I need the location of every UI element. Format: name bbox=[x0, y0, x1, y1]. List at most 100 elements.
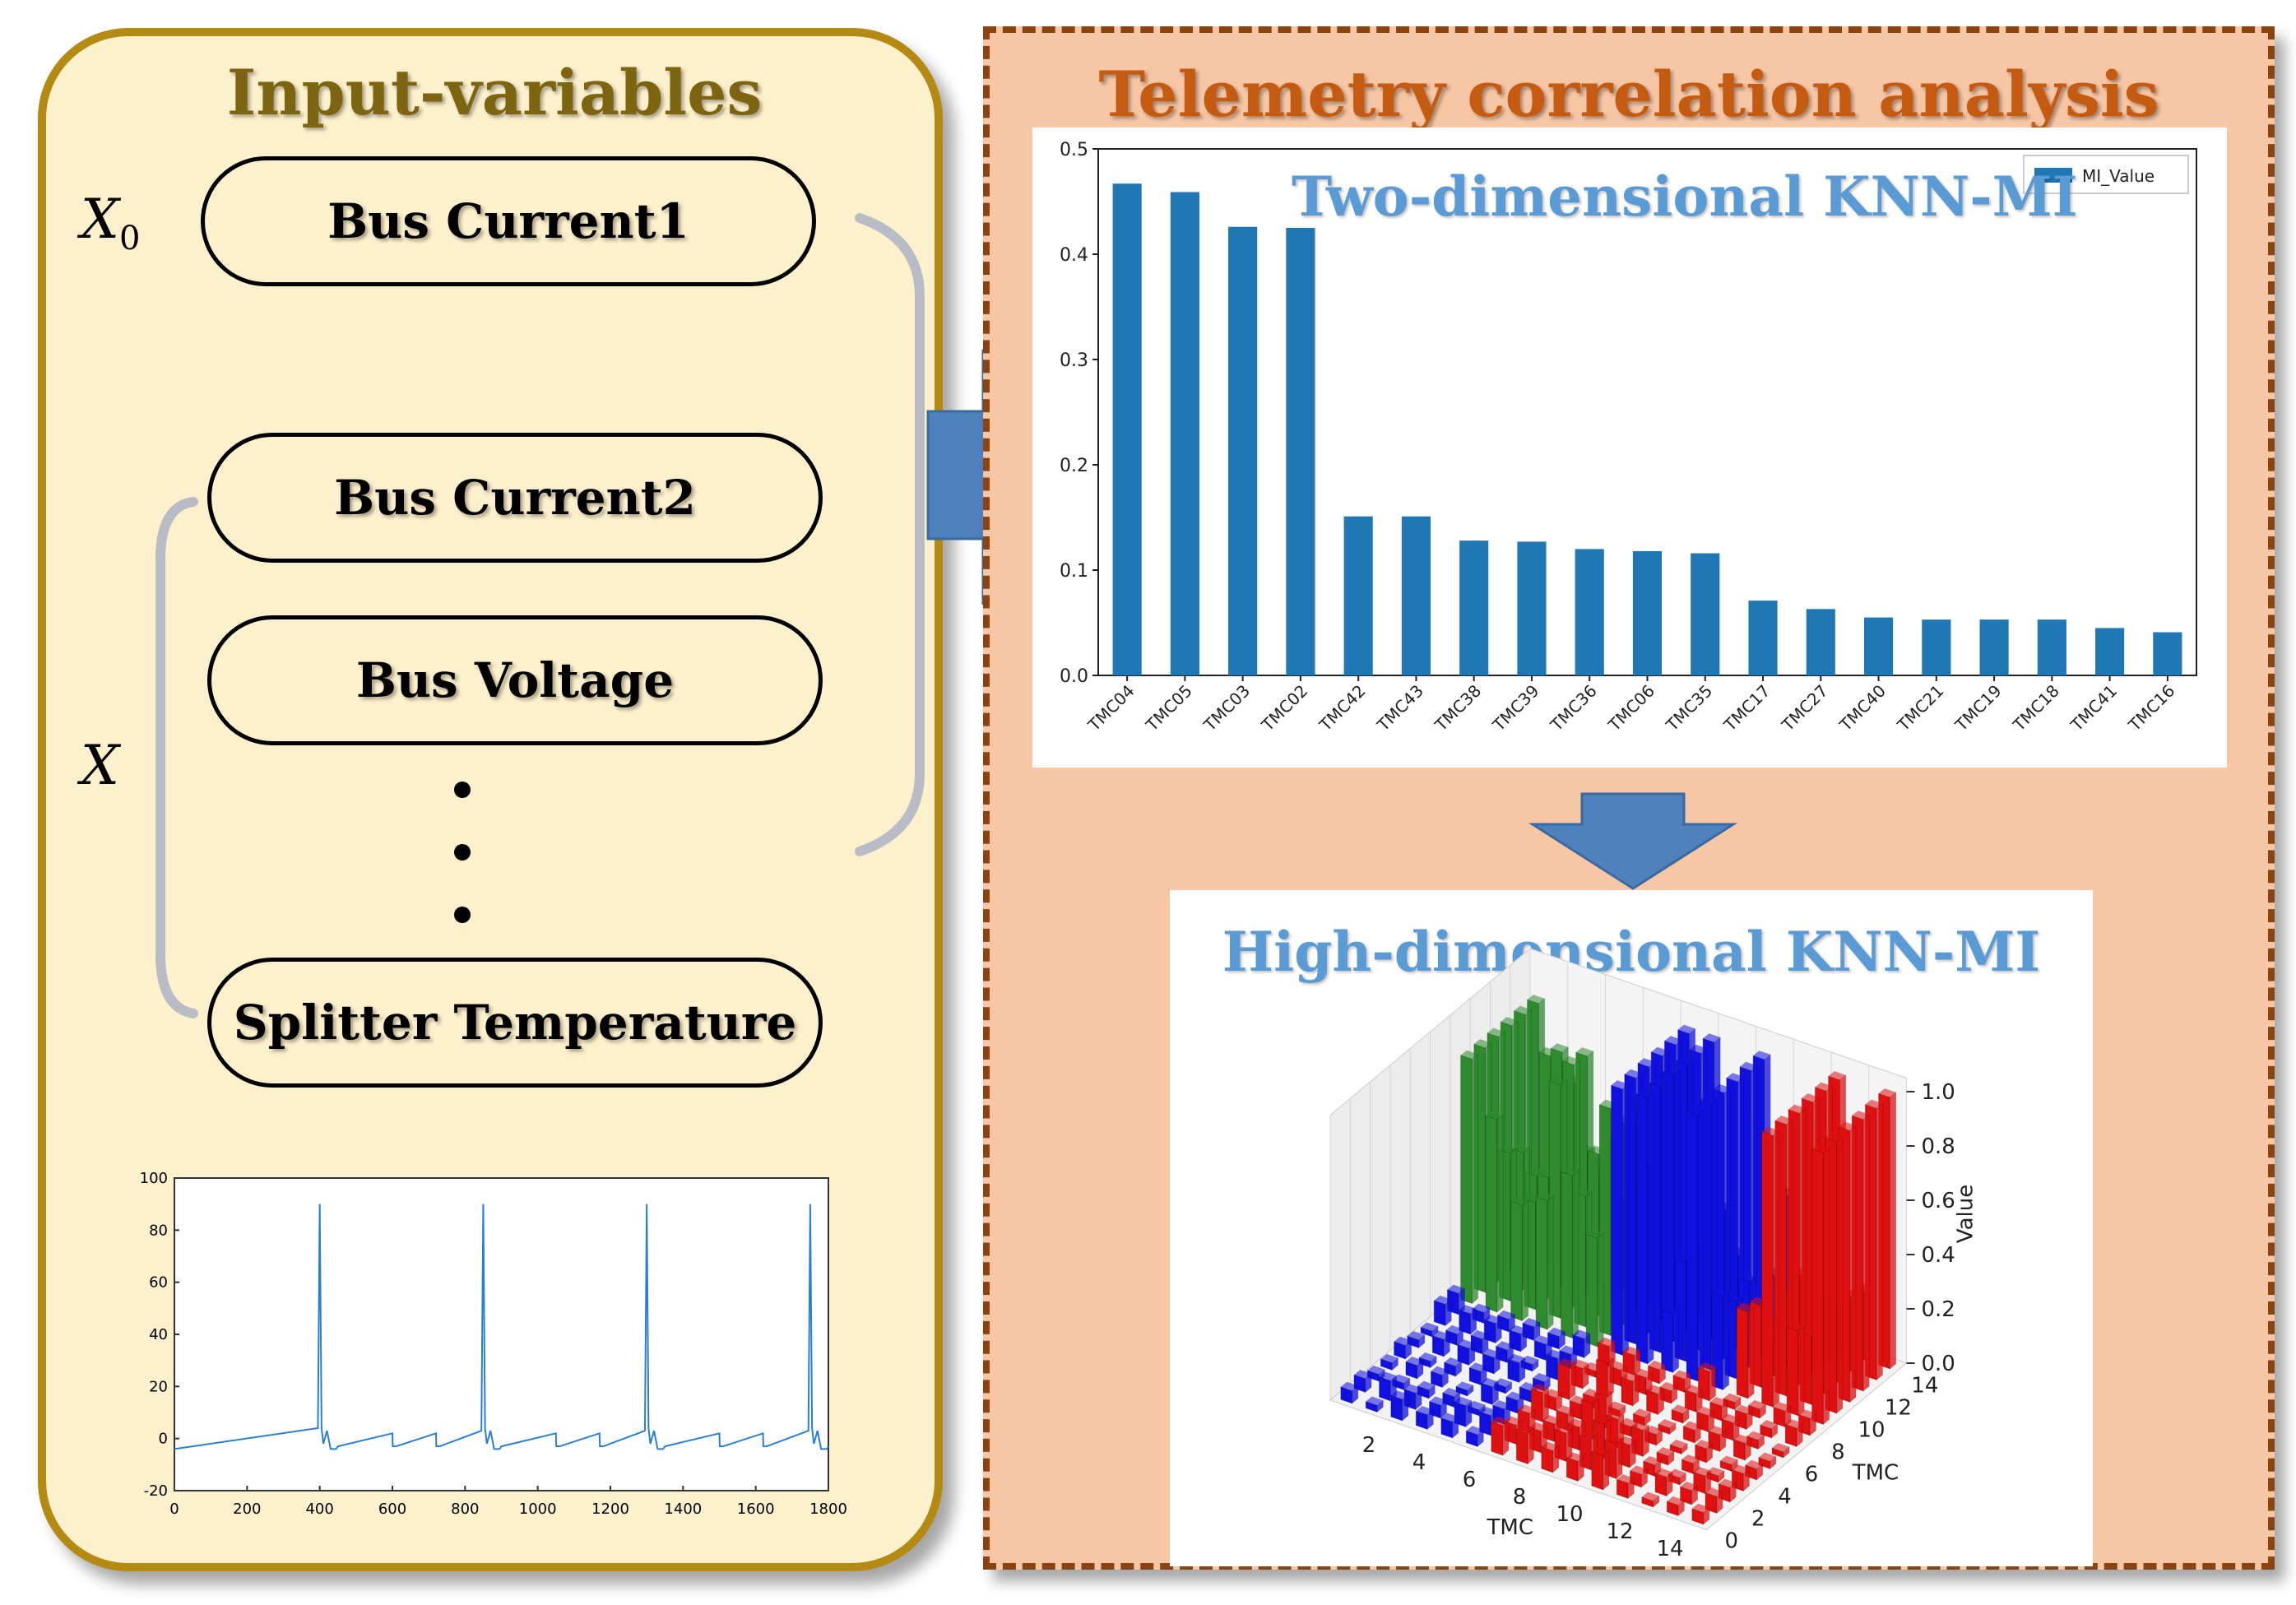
bar-side-face bbox=[1695, 1388, 1703, 1413]
bar-side-face bbox=[1584, 1333, 1591, 1359]
bar-3d bbox=[1611, 1080, 1630, 1357]
bar-top-face bbox=[1708, 1426, 1726, 1436]
bar-side-face bbox=[1862, 1113, 1870, 1392]
bar-3d bbox=[1671, 1404, 1690, 1424]
bar-3d bbox=[1468, 1362, 1487, 1386]
bar-3d bbox=[1646, 1385, 1665, 1416]
bar-top-face bbox=[1541, 1441, 1559, 1451]
bar-side-face bbox=[1417, 1359, 1424, 1380]
x-tick-label: TMC21 bbox=[1893, 681, 1947, 735]
bar-top-face bbox=[1447, 1284, 1465, 1294]
bar-3d bbox=[1684, 1385, 1703, 1413]
bar-3d bbox=[1433, 1295, 1452, 1327]
bar-3d bbox=[1734, 1404, 1753, 1431]
bar-front-face bbox=[1491, 1421, 1504, 1456]
bar-top-face bbox=[1551, 1043, 1569, 1052]
variable-bus-current1: Bus Current1 bbox=[201, 156, 816, 286]
bar bbox=[1748, 601, 1778, 675]
bar-top-face bbox=[1787, 1322, 1805, 1332]
bar-top-face bbox=[1579, 1430, 1598, 1440]
bar-side-face bbox=[1495, 1317, 1502, 1344]
bar-top-face bbox=[1633, 1408, 1651, 1418]
y-tick-label: 10 bbox=[1858, 1418, 1886, 1443]
bar-3d bbox=[1460, 1050, 1479, 1305]
bar-top-face bbox=[1544, 1389, 1562, 1399]
bar-3d bbox=[1630, 1421, 1649, 1458]
bar-top-face bbox=[1839, 1121, 1857, 1131]
bar-top-face bbox=[1556, 1405, 1574, 1414]
x-tick-label: TMC04 bbox=[1083, 681, 1138, 735]
bar-side-face bbox=[1876, 1102, 1883, 1381]
bar-3d bbox=[1681, 1454, 1700, 1475]
bar-top-face bbox=[1454, 1396, 1473, 1406]
bar-side-face bbox=[1454, 1360, 1463, 1377]
x-tick-label: 0 bbox=[169, 1501, 179, 1518]
x-tick-label: 400 bbox=[305, 1501, 333, 1518]
bar-top-face bbox=[1739, 1061, 1757, 1071]
bar-side-face bbox=[1621, 1083, 1630, 1357]
bar-side-face bbox=[1426, 1408, 1434, 1431]
bar-front-face bbox=[1591, 1450, 1604, 1491]
bar-top-face bbox=[1676, 1055, 1694, 1065]
bar-top-face bbox=[1496, 1341, 1514, 1351]
bar-3d bbox=[1616, 1474, 1635, 1500]
bar-3d bbox=[1736, 1302, 1755, 1399]
bar-top-face bbox=[1670, 1439, 1688, 1449]
bar-top-face bbox=[1733, 1434, 1751, 1444]
bar-top-face bbox=[1748, 1400, 1766, 1409]
bar bbox=[1343, 516, 1373, 675]
bus-current-time-series-chart: 0 200 400 600 800 1000 1200 1400 1600 1800-200204… bbox=[140, 1170, 847, 1518]
bar-3d bbox=[1695, 1440, 1714, 1464]
bar-top-face bbox=[1646, 1385, 1664, 1394]
y-tick-label: 8 bbox=[1831, 1440, 1845, 1465]
x-tick-label: TMC39 bbox=[1488, 681, 1542, 735]
bar-top-face bbox=[1559, 1345, 1577, 1355]
bar-front-face bbox=[1515, 1428, 1528, 1465]
y-tick-label: 0.5 bbox=[1060, 140, 1088, 160]
y-tick-label: 0.3 bbox=[1060, 350, 1088, 371]
bar-top-face bbox=[1516, 1424, 1534, 1433]
x-tick-label: 8 bbox=[1513, 1485, 1527, 1510]
bar-top-face bbox=[1644, 1425, 1663, 1435]
bar-side-face bbox=[1722, 1290, 1730, 1391]
bar bbox=[1691, 553, 1720, 675]
bar-3d bbox=[1465, 1426, 1484, 1448]
bar-front-face bbox=[1541, 1445, 1554, 1473]
bar-top-face bbox=[1698, 1362, 1716, 1371]
bar-top-face bbox=[1534, 1335, 1552, 1345]
bar-front-face bbox=[1646, 1389, 1658, 1416]
bar-top-face bbox=[1607, 1401, 1626, 1411]
bar-side-face bbox=[1496, 1113, 1504, 1313]
bar-side-face bbox=[1836, 1135, 1844, 1414]
bar-side-face bbox=[1582, 1362, 1589, 1389]
x-tick-label: TMC42 bbox=[1315, 681, 1369, 735]
bar-top-face bbox=[1404, 1384, 1422, 1394]
bar-side-face bbox=[1772, 1130, 1780, 1408]
bar-top-face bbox=[1700, 1095, 1718, 1104]
bar-top-face bbox=[1445, 1324, 1463, 1334]
bar-top-face bbox=[1440, 1412, 1459, 1422]
z-tick-label: 0.8 bbox=[1922, 1134, 1955, 1159]
bar-top-face bbox=[1620, 1417, 1638, 1427]
bar-top-face bbox=[1695, 1440, 1713, 1450]
bar-top-face bbox=[1631, 1421, 1649, 1431]
bar-top-face bbox=[1622, 1346, 1640, 1356]
bar-top-face bbox=[1746, 1431, 1765, 1440]
bar-top-face bbox=[1798, 1409, 1816, 1419]
bar-top-face bbox=[1557, 1358, 1575, 1367]
bar bbox=[2153, 632, 2182, 675]
bar-front-face bbox=[1621, 1376, 1634, 1407]
bar-3d bbox=[1761, 1126, 1780, 1408]
bar-top-face bbox=[1663, 1066, 1681, 1076]
bar-top-face bbox=[1459, 1305, 1477, 1314]
y-tick-label: 100 bbox=[140, 1170, 168, 1187]
bar-top-face bbox=[1616, 1474, 1635, 1483]
bar-3d bbox=[1811, 1143, 1830, 1426]
variable-bus-current2: Bus Current2 bbox=[207, 433, 823, 563]
variable-splitter-temperature: Splitter Temperature bbox=[207, 958, 823, 1088]
bar-top-face bbox=[1658, 1419, 1676, 1428]
bar-top-face bbox=[1591, 1446, 1609, 1456]
x-tick-label: TMC43 bbox=[1373, 681, 1427, 735]
bar-side-face bbox=[1469, 1307, 1477, 1335]
bar-side-face bbox=[1647, 1092, 1654, 1365]
